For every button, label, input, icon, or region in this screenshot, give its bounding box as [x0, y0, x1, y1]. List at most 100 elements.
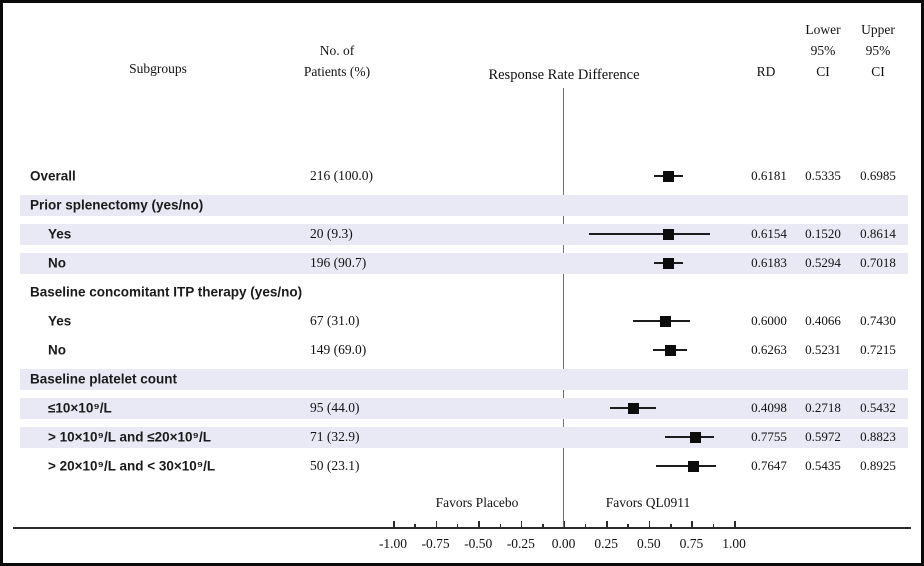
- row-stripe: [20, 426, 908, 448]
- patients-value: 196 (90.7): [310, 255, 367, 270]
- ci-lower-value: 0.5231: [805, 342, 841, 357]
- lower-ci-line3: CI: [816, 64, 830, 79]
- table-row: No 149 (69.0) 0.6263 0.5231 0.7215: [3, 336, 921, 365]
- axis-tick-label: -0.75: [421, 536, 450, 551]
- patients-value: 216 (100.0): [310, 168, 373, 183]
- ci-lower-value: 0.5435: [805, 458, 841, 473]
- plot-title: Response Rate Difference: [488, 67, 640, 83]
- ci-lower-value: 0.2718: [805, 400, 841, 415]
- lower-ci-line2: 95%: [810, 43, 836, 58]
- axis-minor-tick: [627, 524, 629, 527]
- ci-lower-value: 0.5294: [805, 255, 841, 270]
- table-row: ≤10×10⁹/L 95 (44.0) 0.4098 0.2718 0.5432: [3, 394, 921, 423]
- axis-major-tick: [435, 521, 438, 527]
- point-estimate-marker: [663, 257, 675, 269]
- rd-value: 0.6183: [751, 255, 787, 270]
- patients-value: 20 (9.3): [310, 226, 353, 241]
- subgroup-label: Yes: [48, 226, 72, 242]
- patients-value: 67 (31.0): [310, 313, 360, 328]
- table-row: Yes 67 (31.0) 0.6000 0.4066 0.7430: [3, 307, 921, 336]
- ci-upper-value: 0.8925: [860, 458, 896, 473]
- axis-tick-label: -0.50: [464, 536, 493, 551]
- row-stripe: [20, 252, 908, 274]
- point-estimate-marker: [662, 228, 674, 240]
- patients-value: 50 (23.1): [310, 458, 360, 473]
- ci-upper-value: 0.8823: [860, 429, 896, 444]
- axis-minor-tick: [499, 524, 502, 527]
- axis-minor-tick: [584, 524, 587, 527]
- row-stripe: [20, 194, 908, 216]
- lower-ci-line1: Lower: [805, 22, 841, 37]
- axis-major-tick: [563, 521, 565, 527]
- zero-reference-line: [563, 88, 564, 527]
- axis-tick-label: 0.50: [636, 536, 661, 551]
- point-estimate-marker: [660, 315, 672, 327]
- ci-upper-value: 0.5432: [860, 400, 896, 415]
- point-estimate-marker: [688, 460, 700, 472]
- upper-ci-line1: Upper: [861, 22, 895, 37]
- table-row: > 10×10⁹/L and ≤20×10⁹/L 71 (32.9) 0.7755 0…: [3, 423, 921, 452]
- section-row: Baseline platelet count: [3, 365, 921, 394]
- table-row: Overall 216 (100.0) 0.6181 0.5335 0.6985: [3, 162, 921, 191]
- ci-lower-value: 0.5972: [805, 429, 841, 444]
- ci-upper-value: 0.6985: [860, 168, 896, 183]
- axis-minor-tick: [670, 524, 672, 527]
- rd-value: 0.6154: [751, 226, 787, 241]
- axis-tick-label: 1.00: [722, 536, 746, 551]
- point-estimate-marker: [627, 402, 639, 414]
- subgroup-label: Overall: [30, 168, 76, 184]
- axis-major-tick: [691, 521, 693, 527]
- favors-left-label: Favors Placebo: [435, 495, 519, 510]
- upper-ci-line3: CI: [871, 64, 885, 79]
- axis-major-tick: [393, 521, 395, 527]
- axis-major-tick: [520, 521, 523, 527]
- rd-value: 0.6263: [751, 342, 787, 357]
- axis-major-tick: [734, 521, 736, 527]
- subgroup-label: ≤10×10⁹/L: [48, 400, 112, 416]
- x-axis-line: [13, 527, 911, 529]
- ci-upper-value: 0.7215: [860, 342, 896, 357]
- rd-value: 0.6181: [751, 168, 787, 183]
- section-label: Prior splenectomy (yes/no): [30, 197, 204, 213]
- table-row: No 196 (90.7) 0.6183 0.5294 0.7018: [3, 249, 921, 278]
- ci-upper-value: 0.7018: [860, 255, 896, 270]
- patients-value: 149 (69.0): [310, 342, 367, 357]
- row-stripe: [20, 368, 908, 390]
- patients-column-header: No. of Patients (%): [257, 40, 417, 82]
- axis-major-tick: [606, 521, 608, 527]
- section-row: Baseline concomitant ITP therapy (yes/no…: [3, 278, 921, 307]
- axis-tick-label: 0.25: [594, 536, 618, 551]
- rd-value: 0.7647: [751, 458, 787, 473]
- favors-right-label: Favors QL0911: [605, 495, 691, 510]
- subgroup-label: No: [48, 342, 66, 358]
- axis-tick-label: -1.00: [378, 536, 408, 551]
- axis-minor-tick: [712, 524, 715, 527]
- lower-ci-column-header: Lower 95% CI: [793, 19, 853, 82]
- patients-value: 71 (32.9): [310, 429, 360, 444]
- axis-minor-tick: [414, 524, 416, 527]
- axis-tick-label: 0.00: [551, 536, 576, 551]
- point-estimate-marker: [690, 431, 702, 443]
- axis-major-tick: [478, 521, 480, 527]
- ci-lower-value: 0.4066: [805, 313, 841, 328]
- subgroup-label: > 10×10⁹/L and ≤20×10⁹/L: [48, 429, 211, 445]
- axis-major-tick: [648, 521, 651, 527]
- patients-header-line2: Patients (%): [303, 64, 371, 79]
- ci-whisker: [656, 465, 716, 467]
- ci-lower-value: 0.1520: [805, 226, 841, 241]
- table-row: > 20×10⁹/L and < 30×10⁹/L 50 (23.1) 0.7647…: [3, 452, 921, 481]
- subgroup-label: Yes: [48, 313, 72, 329]
- point-estimate-marker: [663, 170, 675, 182]
- axis-tick-label: 0.75: [679, 536, 704, 551]
- axis-minor-tick: [456, 524, 459, 527]
- ci-upper-value: 0.8614: [860, 226, 896, 241]
- subgroup-label: > 20×10⁹/L and < 30×10⁹/L: [48, 458, 216, 474]
- upper-ci-line2: 95%: [865, 43, 891, 58]
- rd-column-header: RD: [756, 64, 776, 79]
- rd-value: 0.6000: [751, 313, 787, 328]
- patients-value: 95 (44.0): [310, 400, 360, 415]
- subgroup-label: No: [48, 255, 66, 271]
- row-stripe: [20, 397, 908, 419]
- figure-stage: Subgroups No. of Patients (%) Response R…: [3, 3, 921, 563]
